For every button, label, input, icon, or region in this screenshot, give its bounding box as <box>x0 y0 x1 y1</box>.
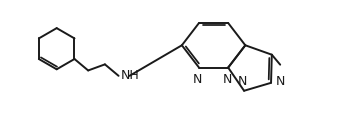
Text: N: N <box>238 75 247 88</box>
Text: NH: NH <box>120 69 139 82</box>
Text: N: N <box>193 73 202 86</box>
Text: N: N <box>276 75 286 88</box>
Text: N: N <box>223 73 232 86</box>
